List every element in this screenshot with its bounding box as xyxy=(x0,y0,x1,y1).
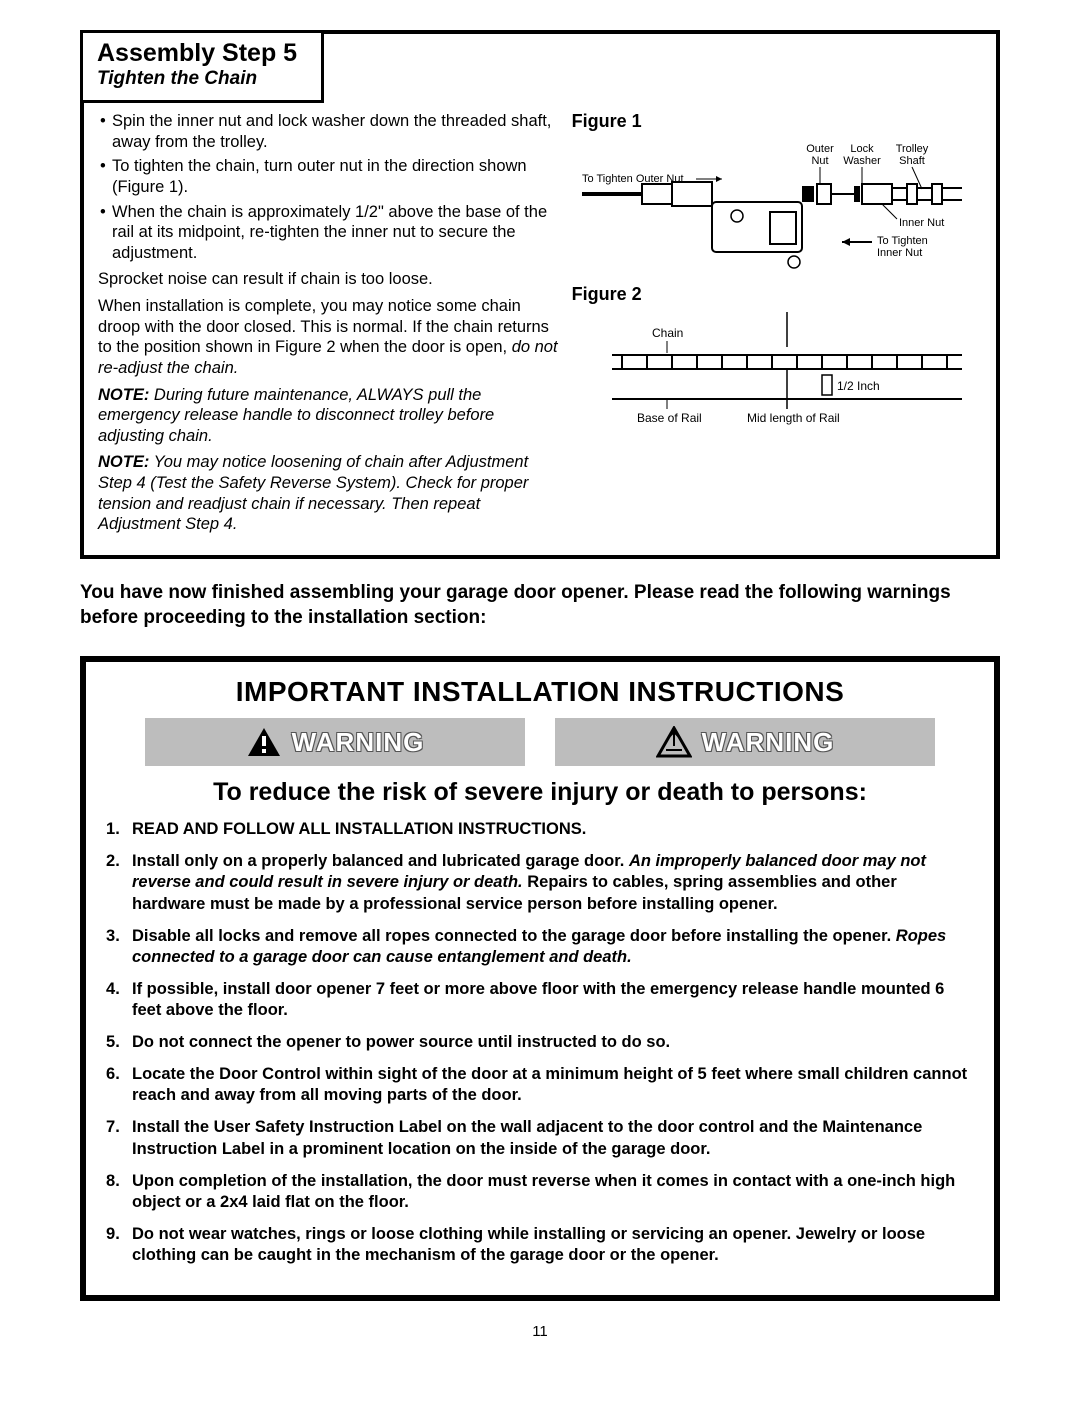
step-note-2: NOTE: You may notice loosening of chain … xyxy=(98,452,558,535)
install-item-9: Do not wear watches, rings or loose clot… xyxy=(106,1224,974,1266)
svg-text:Mid length of Rail: Mid length of Rail xyxy=(747,411,840,425)
svg-text:To Tighten: To Tighten xyxy=(877,235,928,247)
installation-instructions-box: IMPORTANT INSTALLATION INSTRUCTIONS WARN… xyxy=(80,656,1000,1301)
install-item-1: READ AND FOLLOW ALL INSTALLATION INSTRUC… xyxy=(106,819,974,840)
transition-text: You have now finished assembling your ga… xyxy=(80,581,1000,630)
svg-text:Nut: Nut xyxy=(811,155,828,167)
step-note-1: NOTE: During future maintenance, ALWAYS … xyxy=(98,385,558,447)
install-list: READ AND FOLLOW ALL INSTALLATION INSTRUC… xyxy=(106,819,974,1266)
warning-text-1: WARNING xyxy=(292,727,425,758)
warning-triangle-outline-icon xyxy=(656,726,692,758)
figure-2-diagram: Chain xyxy=(572,307,982,437)
assembly-step-5-box: Assembly Step 5 Tighten the Chain Spin t… xyxy=(80,30,1000,559)
svg-text:Inner Nut: Inner Nut xyxy=(899,217,944,229)
install-item-8: Upon completion of the installation, the… xyxy=(106,1171,974,1213)
install-item-7: Install the User Safety Instruction Labe… xyxy=(106,1117,974,1159)
bullet-1: Spin the inner nut and lock washer down … xyxy=(98,111,558,152)
install-item-5: Do not connect the opener to power sourc… xyxy=(106,1032,974,1053)
risk-headline: To reduce the risk of severe injury or d… xyxy=(106,778,974,807)
svg-text:Lock: Lock xyxy=(850,143,874,155)
install-item-4: If possible, install door opener 7 feet … xyxy=(106,979,974,1021)
svg-text:Shaft: Shaft xyxy=(899,155,925,167)
figures-column: Figure 1 Outer Nut Lock Washer Trolley S… xyxy=(572,111,982,541)
step-p2: When installation is complete, you may n… xyxy=(98,296,558,379)
step-bullets: Spin the inner nut and lock washer down … xyxy=(98,111,558,263)
figure-1-title: Figure 1 xyxy=(572,111,982,132)
warning-badge-1: WARNING xyxy=(145,718,525,766)
step-title: Assembly Step 5 xyxy=(97,39,297,68)
step-text-column: Spin the inner nut and lock washer down … xyxy=(98,111,558,541)
install-title: IMPORTANT INSTALLATION INSTRUCTIONS xyxy=(106,676,974,708)
warning-text-2: WARNING xyxy=(702,727,835,758)
svg-text:Inner Nut: Inner Nut xyxy=(877,247,922,259)
warning-badge-2: WARNING xyxy=(555,718,935,766)
install-item-3: Disable all locks and remove all ropes c… xyxy=(106,926,974,968)
svg-text:Outer: Outer xyxy=(806,143,834,155)
bullet-3: When the chain is approximately 1/2" abo… xyxy=(98,202,558,264)
warning-triangle-icon xyxy=(246,726,282,758)
step-subtitle: Tighten the Chain xyxy=(97,68,297,90)
page-number: 11 xyxy=(80,1323,1000,1340)
figure-2-title: Figure 2 xyxy=(572,284,982,305)
step-header: Assembly Step 5 Tighten the Chain xyxy=(80,30,324,103)
bullet-2: To tighten the chain, turn outer nut in … xyxy=(98,156,558,197)
svg-text:Base of Rail: Base of Rail xyxy=(637,411,702,425)
install-item-2: Install only on a properly balanced and … xyxy=(106,851,974,914)
svg-text:Chain: Chain xyxy=(652,326,683,340)
figure-1-diagram: Outer Nut Lock Washer Trolley Shaft To T… xyxy=(572,134,982,284)
step-body: Spin the inner nut and lock washer down … xyxy=(84,103,996,555)
install-item-6: Locate the Door Control within sight of … xyxy=(106,1064,974,1106)
svg-text:1/2 Inch: 1/2 Inch xyxy=(837,379,880,393)
svg-text:Washer: Washer xyxy=(843,155,881,167)
step-p1: Sprocket noise can result if chain is to… xyxy=(98,269,558,290)
svg-text:Trolley: Trolley xyxy=(895,143,928,155)
warning-badges-row: WARNING WARNING xyxy=(106,718,974,766)
